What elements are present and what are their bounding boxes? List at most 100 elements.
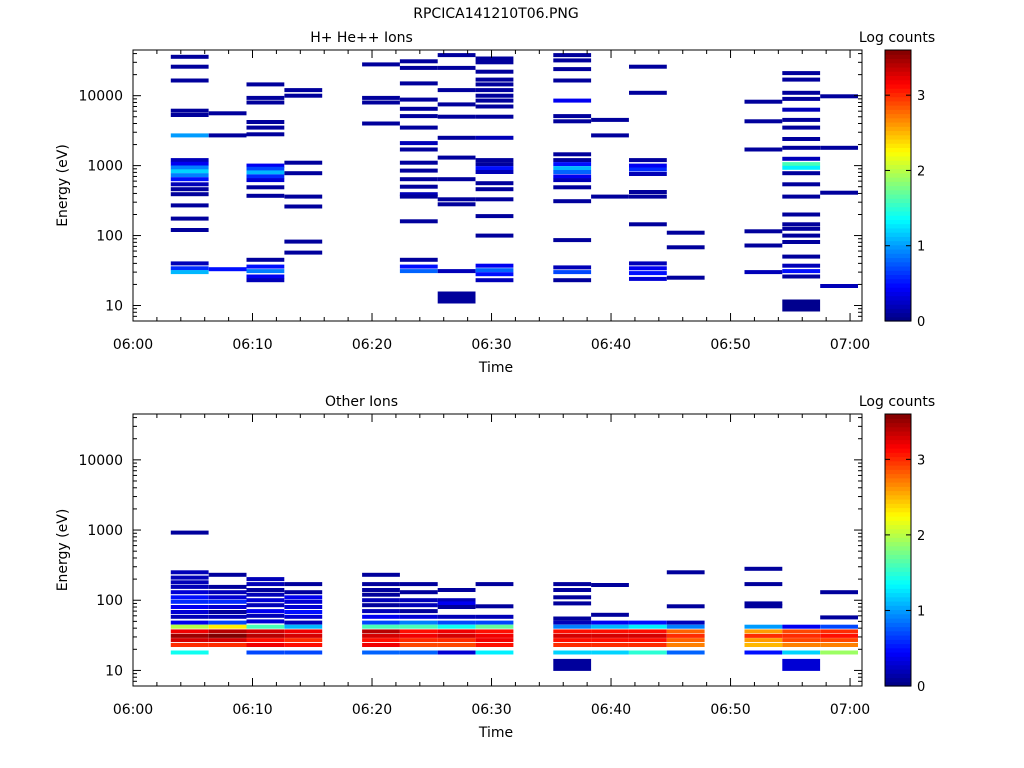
colorbar-segment — [885, 622, 911, 628]
heatmap-cell — [399, 147, 438, 152]
heatmap-cell — [629, 650, 667, 655]
heatmap-cell — [246, 125, 285, 130]
heatmap-cell — [437, 650, 476, 655]
heatmap-cell — [475, 582, 514, 587]
heatmap-cell — [782, 96, 821, 101]
heatmap-cell — [475, 650, 514, 655]
heatmap-cell — [170, 182, 209, 187]
heatmap-cell — [170, 169, 209, 174]
heatmap-cell — [782, 624, 821, 629]
heatmap-cell — [170, 158, 209, 163]
y-tick-label: 100 — [96, 229, 123, 245]
heatmap-cell — [208, 638, 247, 643]
y-tick-label: 10 — [105, 663, 123, 679]
heatmap-cell — [246, 643, 285, 647]
heatmap-cell — [246, 82, 285, 87]
colorbar-segment — [885, 295, 911, 301]
colorbar-segment — [885, 198, 911, 204]
colorbar-segment — [885, 592, 911, 598]
heatmap-cell — [475, 82, 514, 87]
colorbar-segment — [885, 312, 911, 318]
heatmap-cell — [170, 192, 209, 197]
heatmap-cell — [170, 624, 209, 629]
heatmap-cell — [170, 629, 209, 634]
heatmap-cell — [475, 614, 514, 619]
x-tick-label: 06:40 — [591, 337, 631, 353]
heatmap-cell — [284, 204, 323, 209]
heatmap-cell — [437, 588, 476, 592]
y-tick-label: 10 — [105, 298, 123, 314]
colorbar-segment — [885, 490, 911, 496]
colorbar-segment — [885, 469, 911, 475]
heatmap-cell — [437, 614, 476, 619]
colorbar-segment — [885, 62, 911, 68]
heatmap-cell — [591, 612, 629, 617]
y-axis-label: Energy (eV) — [55, 144, 71, 227]
heatmap-cell — [782, 71, 821, 76]
colorbar-tick-label: 3 — [917, 89, 925, 104]
heatmap-cell — [170, 599, 209, 604]
heatmap-cell — [362, 582, 400, 587]
colorbar-segment — [885, 477, 911, 483]
x-tick-label: 06:20 — [352, 337, 392, 353]
heatmap-cell — [170, 228, 209, 232]
heatmap-cell — [437, 643, 476, 647]
heatmap-cell — [170, 633, 209, 638]
heatmap-cell — [744, 229, 783, 234]
heatmap-cell — [744, 650, 783, 655]
heatmap-cell — [475, 604, 514, 609]
colorbar-segment — [885, 541, 911, 547]
heatmap-cell — [744, 566, 783, 571]
heatmap-cell — [782, 77, 821, 82]
heatmap-cell — [208, 633, 247, 638]
heatmap-cell — [475, 214, 514, 219]
heatmap-cell — [782, 643, 821, 647]
x-tick-label: 07:00 — [830, 702, 870, 718]
colorbar-segment — [885, 274, 911, 280]
colorbar-segment — [885, 66, 911, 72]
colorbar-segment — [885, 287, 911, 292]
heatmap-cell — [170, 610, 209, 614]
colorbar-segment — [885, 278, 911, 284]
colorbar-segment — [885, 261, 911, 267]
heatmap-cell — [666, 570, 705, 575]
panels: 06:00 06:10 06:20 06:30 06:40 06:50 07:0010100… — [55, 30, 935, 741]
heatmap-cell — [744, 633, 783, 638]
heatmap-cell — [782, 650, 821, 655]
heatmap-cell — [170, 530, 209, 535]
heatmap-cell — [399, 192, 438, 197]
heatmap-cell — [362, 650, 400, 655]
heatmap-cell — [284, 629, 323, 634]
colorbar-segment — [885, 528, 911, 534]
heatmap-cell — [782, 226, 821, 231]
heatmap-cell — [437, 53, 476, 58]
heatmap-cell — [820, 94, 858, 99]
heatmap-cell — [170, 590, 209, 595]
heatmap-cell — [170, 270, 209, 275]
heatmap-cell — [246, 650, 285, 655]
colorbar-segment — [885, 232, 911, 237]
heatmap-cell — [820, 624, 858, 629]
heatmap-cell — [208, 111, 247, 116]
colorbar-segment — [885, 460, 911, 466]
colorbar-segment — [885, 105, 911, 110]
colorbar-segment — [885, 511, 911, 517]
heatmap-cell — [437, 65, 476, 70]
heatmap-cell — [591, 620, 629, 625]
heatmap-cell — [553, 265, 592, 270]
colorbar-segment — [885, 54, 911, 60]
heatmap-cell — [744, 604, 783, 609]
heatmap-cell — [399, 603, 438, 608]
heatmap-cell — [591, 133, 629, 138]
panel-h-he-ions: 06:00 06:10 06:20 06:30 06:40 06:50 07:0010100… — [55, 30, 935, 376]
colorbar-segment — [885, 181, 911, 187]
colorbar-segment — [885, 414, 911, 419]
heatmap-cell — [208, 614, 247, 619]
panel-title: H+ He++ Ions — [310, 30, 413, 46]
heatmap-cell — [246, 603, 285, 608]
heatmap-cell — [744, 582, 783, 587]
heatmap-cell — [591, 583, 629, 587]
heatmap-cell — [246, 95, 285, 100]
colorbar-segment — [885, 507, 911, 513]
heatmap-cell — [437, 291, 476, 304]
